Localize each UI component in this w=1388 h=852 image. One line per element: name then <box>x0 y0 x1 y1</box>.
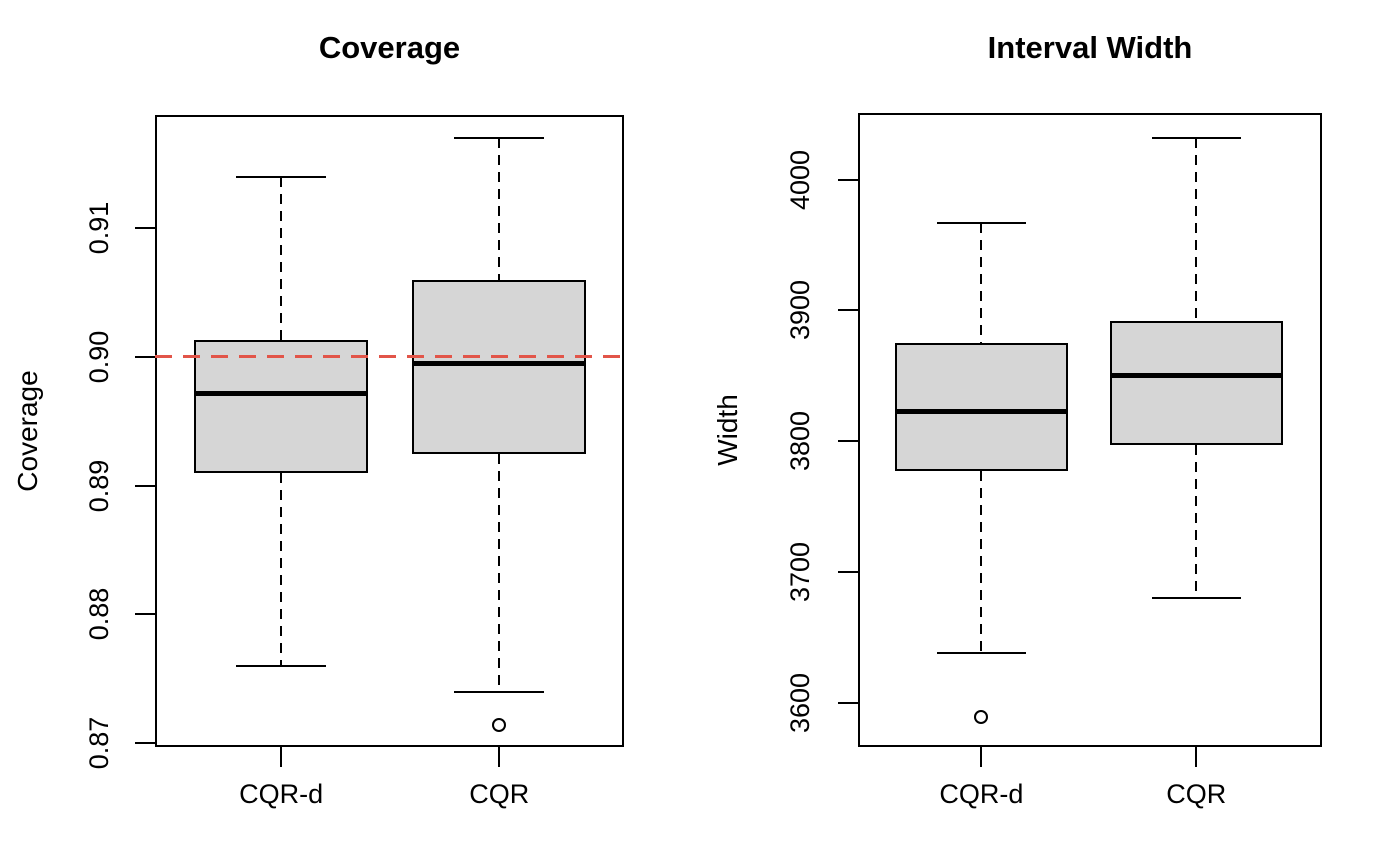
whisker-lower <box>280 472 283 666</box>
whisker-cap-upper <box>454 137 545 140</box>
x-tick <box>1195 747 1198 767</box>
chart-title: Coverage <box>318 30 461 65</box>
y-tick-label: 3800 <box>785 411 815 472</box>
x-tick <box>980 747 983 767</box>
y-tick-label: 3600 <box>785 672 815 733</box>
median-line <box>1109 373 1283 379</box>
median-line <box>412 360 587 366</box>
whisker-lower <box>980 471 983 653</box>
box <box>895 343 1068 472</box>
whisker-upper <box>498 138 501 280</box>
y-tick <box>135 484 155 487</box>
box <box>1109 320 1283 446</box>
y-tick <box>838 570 858 573</box>
y-tick <box>135 613 155 616</box>
chart-title: Interval Width <box>987 30 1193 65</box>
x-category-label: CQR <box>469 779 530 809</box>
whisker-upper <box>1195 137 1198 321</box>
whisker-cap-lower <box>236 664 327 667</box>
x-category-label: CQR-d <box>939 779 1024 809</box>
y-axis-label: Width <box>712 394 743 466</box>
outlier-point <box>492 718 507 733</box>
y-tick <box>838 309 858 312</box>
whisker-lower <box>498 453 501 692</box>
whisker-lower <box>1195 445 1198 598</box>
y-tick <box>135 227 155 230</box>
box <box>193 340 369 473</box>
whisker-upper <box>280 176 283 341</box>
x-tick <box>280 747 283 767</box>
whisker-cap-lower <box>454 690 545 693</box>
y-tick <box>135 742 155 745</box>
median-line <box>895 408 1068 414</box>
x-category-label: CQR-d <box>239 779 324 809</box>
whisker-cap-lower <box>1151 596 1241 599</box>
y-tick <box>838 178 858 181</box>
x-category-label: CQR <box>1166 779 1227 809</box>
median-line <box>193 390 369 396</box>
y-tick-label: 4000 <box>785 149 815 210</box>
whisker-cap-upper <box>236 175 327 178</box>
whisker-cap-lower <box>936 651 1026 654</box>
whisker-upper <box>980 222 983 344</box>
outlier-point <box>974 709 989 724</box>
x-tick <box>498 747 501 767</box>
y-tick-label: 3700 <box>785 541 815 602</box>
y-tick-label: 3900 <box>785 280 815 341</box>
y-tick <box>838 701 858 704</box>
whisker-cap-upper <box>1151 136 1241 139</box>
y-tick <box>838 440 858 443</box>
whisker-cap-upper <box>936 221 1026 224</box>
reference-line <box>155 355 624 359</box>
box <box>412 279 587 454</box>
y-tick <box>135 355 155 358</box>
